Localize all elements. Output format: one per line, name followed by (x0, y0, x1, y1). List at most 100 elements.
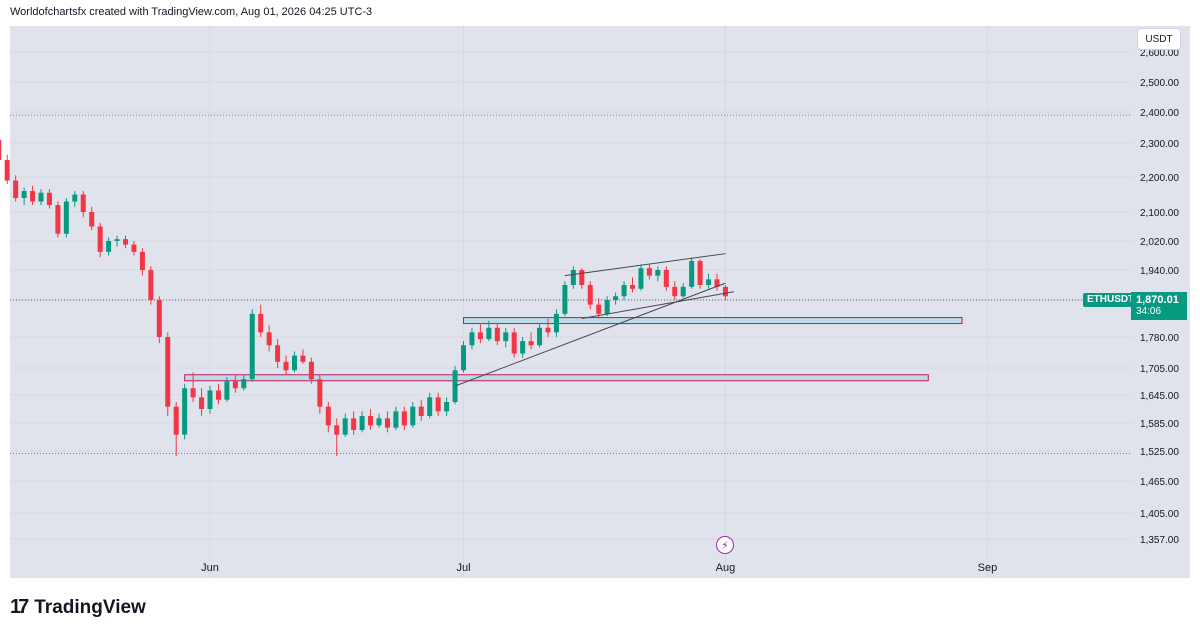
candle (444, 397, 450, 416)
upper-channel-line (564, 253, 726, 277)
candle-body (638, 268, 644, 289)
candle-body (680, 286, 686, 297)
chart-header: Worldofchartsfx created with TradingView… (10, 6, 373, 18)
candle-body (672, 286, 678, 297)
candle (46, 189, 52, 209)
candle-body (579, 270, 585, 285)
candle (503, 327, 509, 348)
candle-body (486, 327, 492, 340)
candle (553, 309, 559, 337)
candle-body (545, 327, 551, 333)
candle (4, 154, 10, 184)
candle-body (123, 239, 128, 245)
candle-body (131, 244, 137, 252)
candle-body (410, 406, 416, 426)
y-tick-label: 1,585.00 (1140, 419, 1179, 430)
symbol-tag: ETHUSDT (1083, 293, 1139, 307)
y-tick-label: 1,465.00 (1140, 477, 1179, 488)
candle (131, 241, 137, 256)
candle-body (46, 192, 52, 205)
lightning-event-icon[interactable]: ⚡ (716, 536, 734, 554)
candle (182, 383, 188, 440)
candle-body (97, 226, 103, 252)
candle (418, 399, 424, 421)
candle-body (444, 402, 450, 412)
plot-area (10, 26, 1132, 578)
candle-body (630, 285, 635, 289)
candle-body (106, 241, 112, 252)
candle-body (503, 332, 509, 342)
candle (511, 327, 517, 358)
candle (520, 337, 526, 358)
candle (89, 206, 95, 231)
candle-body (359, 416, 365, 430)
candle (613, 292, 619, 305)
lower-support-zone (184, 374, 929, 382)
candle (30, 185, 36, 205)
candle-body (182, 388, 188, 435)
candle-body (30, 191, 36, 202)
candle-body (199, 397, 205, 409)
y-tick-label: 2,100.00 (1140, 208, 1179, 219)
candle (114, 235, 120, 247)
candle (697, 259, 703, 289)
candle-body (706, 279, 712, 285)
candle (275, 339, 281, 368)
y-tick-label: 2,200.00 (1140, 173, 1179, 184)
candle (292, 351, 297, 373)
candle-body (63, 201, 69, 234)
y-tick-label: 1,645.00 (1140, 391, 1179, 402)
candle (638, 264, 644, 291)
candle-body (384, 418, 390, 428)
candle (106, 237, 112, 256)
candle-body (401, 411, 407, 426)
candle-body (621, 285, 627, 297)
candle (461, 341, 466, 373)
candle (300, 349, 306, 364)
candle-body (292, 355, 297, 371)
last-price-badge: 1,870.01 34:06 (1131, 292, 1187, 320)
candle-body (427, 397, 433, 416)
candle (435, 392, 441, 416)
candle (283, 355, 289, 375)
candle (672, 281, 678, 300)
trendline-layer[interactable] (454, 253, 734, 387)
candle-body (689, 260, 695, 287)
candle (621, 281, 627, 300)
candle-body (562, 285, 568, 314)
candle-body (215, 390, 221, 400)
upper-support-zone (463, 317, 963, 325)
y-tick-label: 2,600.00 (1140, 48, 1179, 59)
candle-body (300, 355, 306, 362)
candle-body (241, 379, 247, 389)
candle-body (139, 251, 145, 270)
candle-body (393, 411, 399, 428)
candle-body (570, 270, 576, 285)
candle-body (553, 313, 559, 333)
candle-body (317, 379, 323, 407)
candle (266, 325, 272, 352)
tradingview-logo[interactable]: 17 TradingView (10, 596, 146, 619)
candle (359, 411, 365, 433)
candle (241, 374, 247, 391)
candle (80, 191, 86, 218)
candle (139, 248, 145, 276)
candle-body (21, 191, 27, 198)
currency-button[interactable]: USDT (1137, 28, 1181, 50)
zone-layer[interactable] (184, 317, 963, 382)
candle-body (368, 416, 374, 426)
y-tick-label: 2,500.00 (1140, 78, 1179, 89)
candle (165, 332, 171, 416)
candle (156, 296, 162, 344)
candle (545, 318, 551, 337)
last-price-value: 1,870.01 (1136, 294, 1179, 306)
candle (308, 357, 314, 384)
candle-body (494, 327, 500, 342)
candle-body (173, 406, 179, 435)
candle (249, 309, 255, 382)
candle-body (537, 327, 543, 346)
candle (199, 388, 205, 416)
y-tick-label: 1,705.00 (1140, 364, 1179, 375)
candle-body (190, 388, 196, 398)
